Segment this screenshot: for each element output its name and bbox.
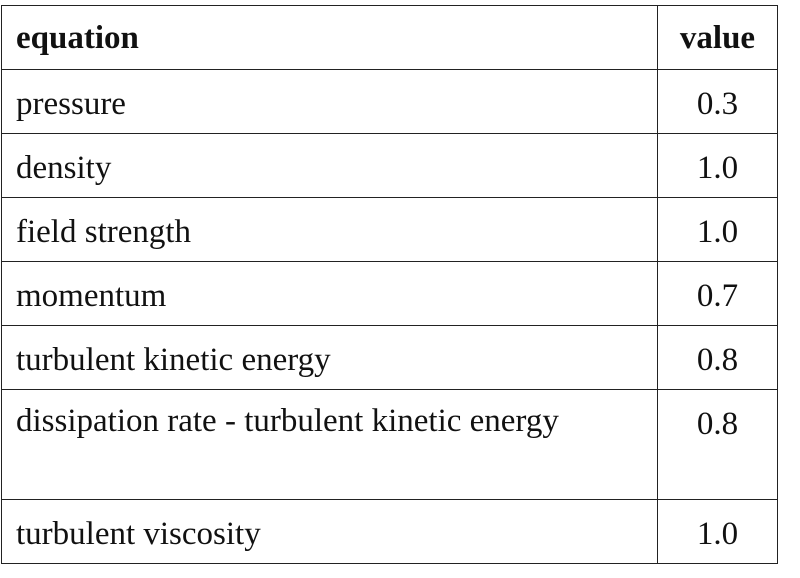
table-row: pressure 0.3 [1, 69, 778, 134]
value-cell: 0.8 [657, 389, 778, 500]
equation-cell: dissipation rate - turbulent kinetic ene… [1, 389, 658, 500]
table-row: turbulent kinetic energy 0.8 [1, 325, 778, 390]
equation-cell: momentum [1, 261, 658, 326]
table-row: turbulent viscosity 1.0 [1, 499, 778, 564]
parameter-table: equation value pressure 0.3 density 1.0 … [1, 5, 778, 564]
value-cell: 0.3 [657, 69, 778, 134]
equation-cell: field strength [1, 197, 658, 262]
table-row: field strength 1.0 [1, 197, 778, 262]
value-cell: 1.0 [657, 499, 778, 564]
value-cell: 0.7 [657, 261, 778, 326]
column-header-equation: equation [1, 5, 658, 70]
value-cell: 1.0 [657, 133, 778, 198]
table-row: momentum 0.7 [1, 261, 778, 326]
value-cell: 1.0 [657, 197, 778, 262]
equation-cell: pressure [1, 69, 658, 134]
table-row: dissipation rate - turbulent kinetic ene… [1, 389, 778, 500]
column-header-value: value [657, 5, 778, 70]
equation-cell: turbulent kinetic energy [1, 325, 658, 390]
equation-cell: density [1, 133, 658, 198]
equation-cell: turbulent viscosity [1, 499, 658, 564]
table-row: density 1.0 [1, 133, 778, 198]
table-header-row: equation value [1, 5, 778, 70]
value-cell: 0.8 [657, 325, 778, 390]
